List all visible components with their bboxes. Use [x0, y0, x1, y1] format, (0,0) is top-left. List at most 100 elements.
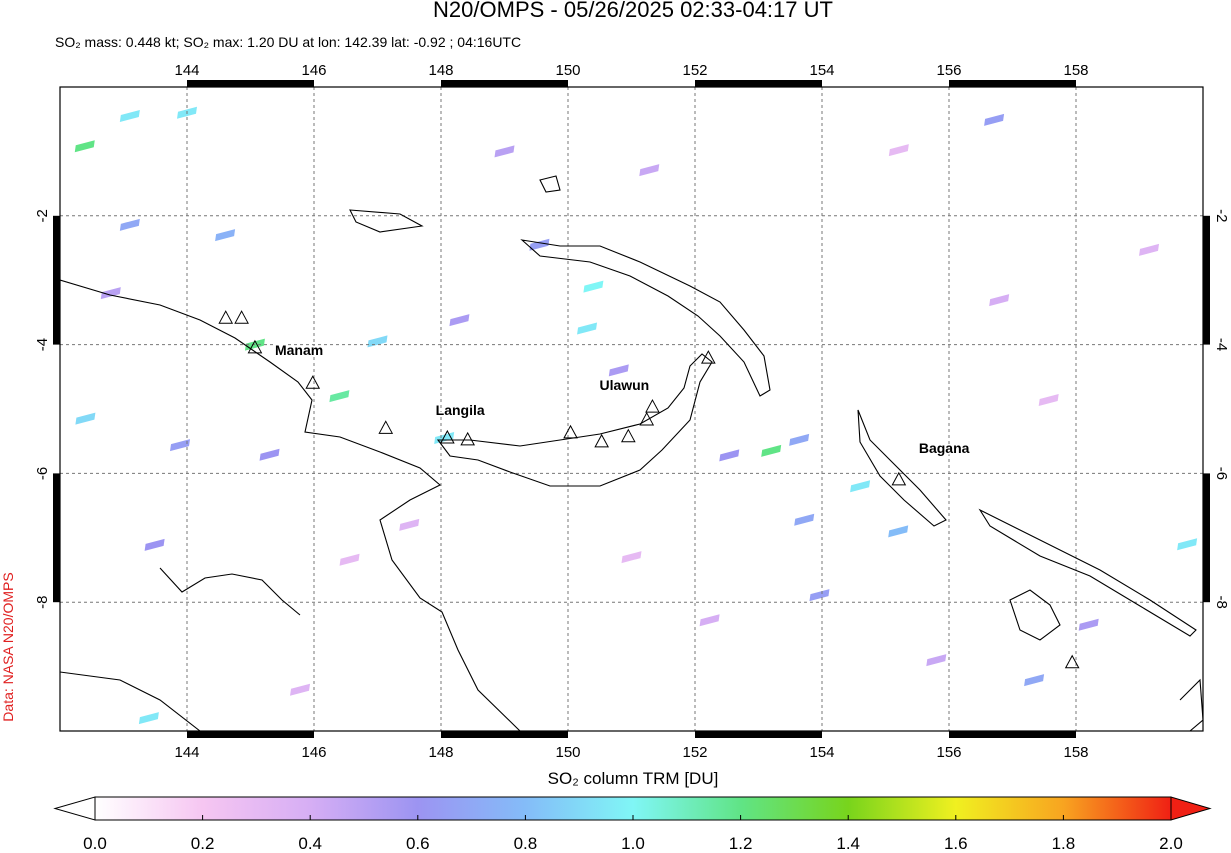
colorbar-tick-label: 0.6 [406, 834, 430, 853]
colorbar-tick-label: 1.0 [621, 834, 645, 853]
colorbar-tick-label: 0.4 [298, 834, 322, 853]
coastline [60, 279, 521, 731]
volcano [460, 431, 476, 446]
so2-pixel [699, 614, 720, 627]
lat-tick-label: -8 [1213, 596, 1230, 609]
lon-tick-label: 150 [555, 744, 580, 761]
coastline [159, 567, 301, 616]
coastline [436, 353, 713, 487]
lon-tick-label: 156 [936, 744, 961, 761]
axes: 144 144 146 146 148 148 150 150 152 152 154 154 156 1… [34, 62, 1230, 761]
frame-bar [53, 215, 60, 345]
so2-pixel [529, 238, 550, 251]
coastline [539, 175, 561, 193]
colorbar-tick-label: 0.0 [83, 834, 107, 853]
so2-pixel [259, 448, 280, 461]
lon-tick-label: 150 [555, 62, 580, 79]
frame-bar [949, 731, 1076, 738]
lon-tick-label: 146 [301, 62, 326, 79]
so2-pixel [329, 390, 350, 403]
so2-pixel [789, 433, 810, 446]
so2-pixel [1177, 538, 1198, 551]
so2-pixel [100, 287, 121, 300]
volcano [645, 399, 660, 413]
volcano-label: Langila [436, 402, 485, 418]
credit: Data: NASA N20/OMPS [0, 572, 16, 721]
so2-pixel [888, 525, 909, 538]
so2-pixel [888, 144, 909, 157]
so2-pixel [989, 294, 1010, 307]
so2-pixel [494, 145, 515, 158]
colorbar-under [53, 796, 96, 821]
lon-tick-label: 152 [682, 744, 707, 761]
lon-tick-label: 158 [1063, 62, 1088, 79]
volcano [234, 310, 249, 324]
volcano-label: Manam [275, 342, 323, 358]
volcano-label: Ulawun [599, 377, 649, 393]
frame-bar [949, 80, 1076, 87]
lon-tick-label: 146 [301, 744, 326, 761]
colorbar-tick-label: 0.2 [191, 834, 215, 853]
so2-pixel [1078, 618, 1099, 631]
frame-bar [441, 731, 568, 738]
grid [60, 87, 1203, 731]
volcano [700, 350, 716, 364]
coastline [857, 409, 947, 527]
so2-pixel [1139, 243, 1160, 256]
lon-tick-label: 144 [174, 62, 199, 79]
so2-pixel [719, 449, 740, 462]
so2-pixel [761, 444, 782, 457]
so2-pixel [639, 164, 660, 177]
lat-tick-label: -6 [1213, 467, 1230, 480]
so2-pixel [119, 109, 140, 122]
map-frame [59, 86, 1204, 732]
frame-bar [187, 80, 314, 87]
so2-pixel [367, 335, 388, 348]
so2-pixel [215, 229, 236, 242]
volcano [440, 429, 455, 444]
lon-tick-label: 154 [809, 744, 834, 761]
volcano [594, 433, 609, 448]
colorbar-tick-label: 1.6 [944, 834, 968, 853]
so2-pixel [1024, 674, 1045, 687]
frame-bar [695, 731, 822, 738]
so2-pixel [577, 322, 598, 335]
coastline [1179, 678, 1203, 731]
so2-pixel [75, 412, 96, 425]
frame-bar [1203, 215, 1210, 345]
volcano [305, 375, 321, 389]
volcano [218, 310, 234, 324]
so2-pixel [339, 553, 360, 566]
so2-pixel [809, 589, 830, 602]
lat-tick-label: -2 [34, 209, 51, 222]
so2-pixel [608, 364, 629, 377]
coastline [349, 209, 424, 233]
so2-pixel [926, 654, 947, 667]
volcano [247, 339, 263, 354]
so2-pixel [138, 712, 159, 725]
so2-pixel [850, 480, 871, 493]
coastline [60, 671, 201, 731]
colorbar-tick-label: 1.2 [729, 834, 753, 853]
colorbar-tick-label: 2.0 [1159, 834, 1183, 853]
so2-pixel [794, 513, 815, 526]
colorbar-over [1170, 796, 1212, 821]
so2-pixel [621, 551, 642, 564]
frame-bar [441, 80, 568, 87]
lat-tick-label: -2 [1213, 209, 1230, 222]
title: N20/OMPS - 05/26/2025 02:33-04:17 UT [433, 0, 833, 22]
lat-tick-label: -4 [1213, 338, 1230, 351]
so2-pixel [399, 518, 420, 531]
lat-tick-label: -8 [34, 596, 51, 609]
so2-pixel [290, 683, 311, 696]
frame-bar [187, 731, 314, 738]
coastline [520, 239, 771, 397]
colorbar-tick-label: 1.8 [1052, 834, 1076, 853]
lat-tick-label: -6 [34, 467, 51, 480]
colorbar-tick-label: 0.8 [514, 834, 538, 853]
coastlines [60, 175, 1203, 731]
so2-pixel [170, 439, 191, 452]
frame-bar [1203, 473, 1210, 603]
so2-pixel [583, 280, 604, 293]
